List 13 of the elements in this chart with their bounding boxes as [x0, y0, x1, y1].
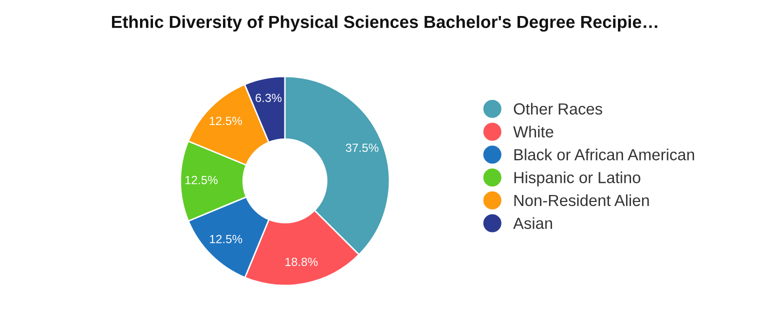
data-label: 12.5%: [210, 234, 242, 244]
data-label: 18.8%: [285, 258, 318, 266]
legend-label: Non-Resident Alien: [514, 194, 649, 206]
data-label: 37.5%: [346, 144, 378, 152]
chart-title: Ethnic Diversity of Physical Sciences Bachelor's Degree Recipie…: [112, 15, 658, 32]
legend-label: Black or African American: [514, 148, 694, 160]
legend-label: White: [513, 126, 554, 138]
data-label: 12.5%: [210, 116, 242, 126]
data-label: 12.5%: [185, 176, 218, 184]
legend-label: Asian: [513, 217, 552, 229]
legend-label: Other Races: [514, 102, 602, 115]
data-label: 6.3%: [256, 94, 282, 102]
legend-label: Hispanic or Latino: [514, 171, 640, 186]
